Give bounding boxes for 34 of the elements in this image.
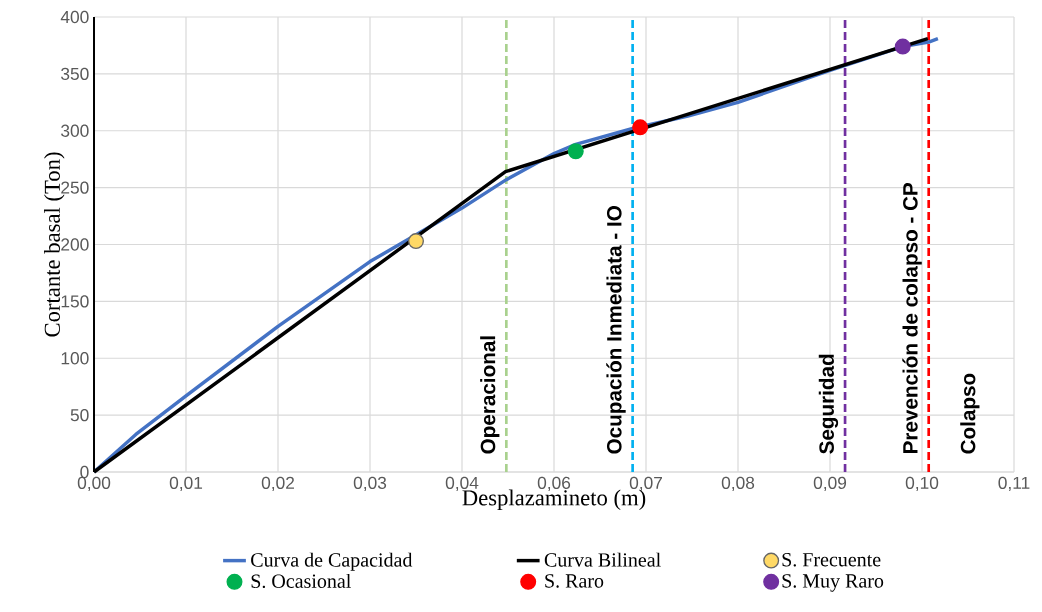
point: [567, 143, 584, 160]
y-tick-label: 400: [60, 10, 89, 24]
y-tick-label: 100: [61, 352, 89, 365]
x-tick-label: 0,10: [905, 476, 939, 492]
ref-line-label: Prevención de colapso - CP: [902, 182, 922, 454]
x-tick-label: 0,00: [77, 476, 111, 492]
x-tick-label: 0,04: [445, 476, 479, 492]
legend-label: S. Ocasional: [251, 573, 351, 589]
ref-line-label: Ocupación Inmediata - IO: [606, 206, 626, 454]
point: [894, 38, 911, 55]
x-tick-label: 0,06: [537, 476, 571, 492]
x-tick-label: 0,09: [813, 476, 847, 492]
x-tick-label: 0,07: [629, 476, 662, 492]
legend-label: Curva Bilineal: [544, 552, 661, 567]
legend-label: S. Muy Raro: [782, 574, 884, 592]
y-tick-label: 50: [70, 408, 89, 422]
y-tick-label: 350: [61, 67, 89, 81]
x-tick-label: 0,01: [169, 476, 203, 492]
legend-label: S. Raro: [545, 574, 604, 588]
legend-label: Curva de Capacidad: [251, 552, 413, 571]
y-tick-label: 300: [61, 124, 89, 137]
x-tick-label: 0,11: [998, 476, 1030, 492]
point: [632, 119, 649, 136]
point: [408, 233, 425, 250]
x-tick-label: 0,02: [261, 476, 294, 492]
annotation: Colapso: [960, 373, 980, 454]
x-tick-label: 0,03: [353, 476, 387, 492]
y-tick-label: 200: [61, 238, 89, 251]
x-axis-title: Desplazamineto (m): [462, 489, 646, 511]
ref-line-label: Seguridad: [818, 354, 839, 454]
ref-line-label: Operacional: [480, 336, 500, 454]
x-tick-label: 0,08: [721, 476, 755, 492]
y-tick-label: 0: [80, 465, 89, 479]
legend-label: S. Frecuente: [782, 553, 881, 567]
